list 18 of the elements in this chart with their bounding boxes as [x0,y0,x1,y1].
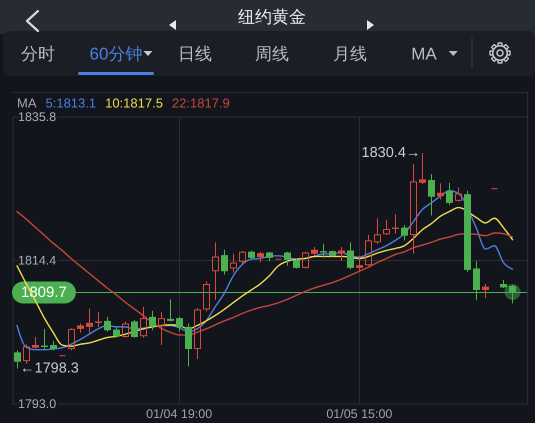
text: 分时 [21,44,55,64]
text: 5:1813.1 [46,96,96,110]
y-tick-label: 1814.4 [18,254,56,268]
y-tick-label: 1793.0 [18,397,56,411]
text: MA [411,44,438,64]
text: 22:1817.9 [172,96,230,110]
x-tick-label: 01/05 15:00 [326,407,392,421]
annotation: ←1798.3 [20,360,79,376]
text: 10:1817.5 [105,96,163,110]
annotation: 1830.4→ [362,145,420,162]
x-tick-label: 01/04 19:00 [146,407,212,421]
text: 周线 [255,44,289,64]
text: 日线 [178,44,212,64]
legend-title: MA [17,96,37,110]
y-tick-label: 1835.8 [18,110,56,124]
text: 月线 [333,44,367,64]
chart-title: 纽约黄金 [238,8,306,26]
text: 60分钟 [90,44,142,64]
